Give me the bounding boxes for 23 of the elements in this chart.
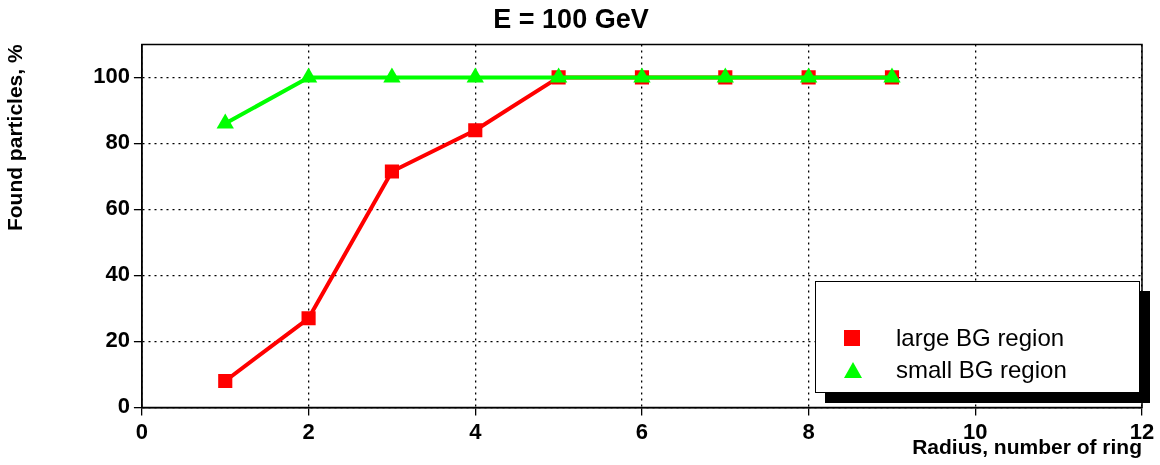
point xyxy=(218,373,233,389)
point xyxy=(299,67,318,83)
x-tick-label: 0 xyxy=(135,418,149,444)
point xyxy=(383,67,401,83)
point xyxy=(301,311,316,326)
x-tick-label: 6 xyxy=(635,418,649,444)
legend-label: small BG region xyxy=(896,356,1067,384)
x-tick-label: 4 xyxy=(469,418,483,444)
point xyxy=(216,113,234,129)
x-tick-label: 12 xyxy=(1129,418,1155,444)
x-tick-label: 2 xyxy=(302,418,315,444)
y-tick-label: 60 xyxy=(105,195,130,221)
x-tick-label: 8 xyxy=(802,418,815,444)
point xyxy=(466,67,484,83)
legend-label: large BG region xyxy=(896,324,1065,352)
y-tick-label: 0 xyxy=(117,393,130,419)
y-axis-title: Found particles, % xyxy=(3,44,27,232)
point xyxy=(384,164,399,179)
chart-title: E = 100 GeV xyxy=(493,3,649,34)
y-tick-label: 40 xyxy=(105,261,130,287)
y-tick-label: 100 xyxy=(93,63,130,89)
y-tick-label: 20 xyxy=(105,327,130,353)
y-tick-label: 80 xyxy=(105,129,130,155)
